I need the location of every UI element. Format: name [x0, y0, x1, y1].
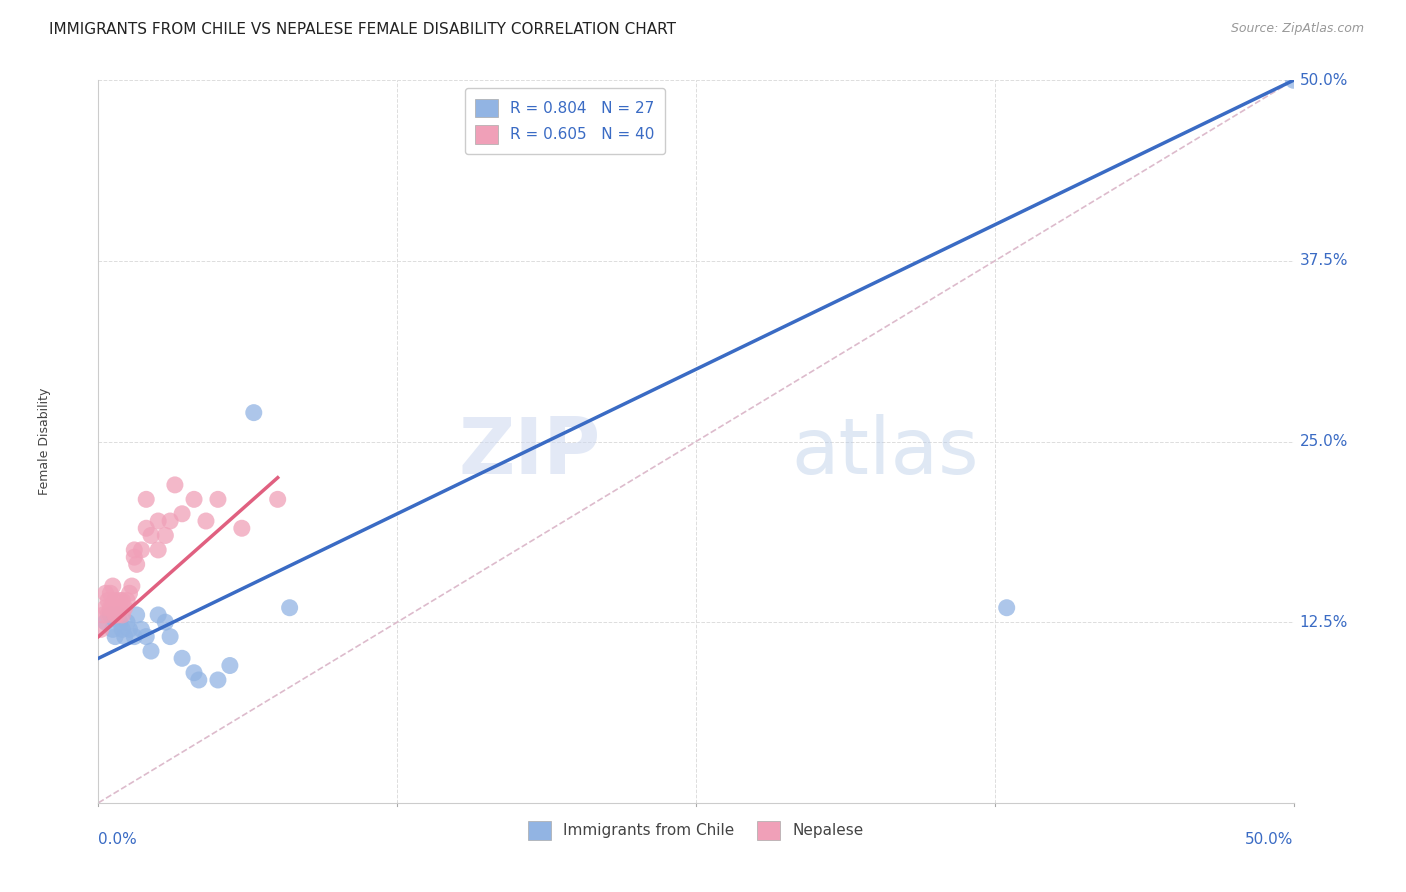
- Legend: Immigrants from Chile, Nepalese: Immigrants from Chile, Nepalese: [522, 815, 870, 846]
- Point: [111, 593, 134, 607]
- Point: [118, 586, 141, 600]
- Point: [90, 623, 112, 637]
- Text: 12.5%: 12.5%: [1299, 615, 1348, 630]
- Point: [98, 586, 122, 600]
- Point: [195, 514, 218, 528]
- Point: [104, 630, 127, 644]
- Text: 37.5%: 37.5%: [1299, 253, 1348, 268]
- Point: [183, 492, 205, 507]
- Point: [278, 600, 301, 615]
- Point: [243, 406, 266, 420]
- Point: [125, 558, 148, 572]
- Point: [101, 600, 124, 615]
- Point: [98, 607, 122, 622]
- Point: [159, 630, 181, 644]
- Point: [131, 623, 153, 637]
- Text: 50.0%: 50.0%: [1299, 73, 1348, 87]
- Point: [155, 528, 177, 542]
- Text: atlas: atlas: [792, 415, 979, 491]
- Point: [104, 607, 127, 622]
- Point: [101, 623, 124, 637]
- Point: [124, 630, 146, 644]
- Point: [135, 521, 157, 535]
- Point: [94, 615, 117, 630]
- Point: [108, 593, 131, 607]
- Point: [118, 623, 141, 637]
- Point: [114, 630, 136, 644]
- Point: [125, 607, 148, 622]
- Point: [148, 607, 170, 622]
- Point: [111, 607, 134, 622]
- Point: [121, 579, 143, 593]
- Point: [267, 492, 290, 507]
- Point: [97, 593, 120, 607]
- Point: [148, 514, 170, 528]
- Text: 0.0%: 0.0%: [98, 831, 138, 847]
- Point: [97, 607, 120, 622]
- Point: [124, 542, 146, 557]
- Point: [98, 600, 122, 615]
- Point: [172, 651, 194, 665]
- Point: [111, 623, 134, 637]
- Point: [187, 673, 209, 687]
- Point: [207, 673, 229, 687]
- Point: [94, 600, 117, 615]
- Point: [172, 507, 194, 521]
- Point: [207, 492, 229, 507]
- Point: [107, 600, 129, 615]
- Point: [107, 607, 129, 622]
- Text: Female Disability: Female Disability: [38, 388, 51, 495]
- Point: [108, 615, 131, 630]
- Point: [104, 593, 127, 607]
- Point: [135, 630, 157, 644]
- Point: [163, 478, 186, 492]
- Point: [995, 600, 1018, 615]
- Text: 50.0%: 50.0%: [1246, 831, 1294, 847]
- Point: [139, 528, 162, 542]
- Point: [1282, 73, 1305, 87]
- Text: 25.0%: 25.0%: [1299, 434, 1348, 449]
- Point: [155, 615, 177, 630]
- Point: [114, 600, 136, 615]
- Point: [94, 586, 117, 600]
- Point: [231, 521, 253, 535]
- Point: [115, 593, 138, 607]
- Text: ZIP: ZIP: [458, 415, 600, 491]
- Point: [107, 607, 129, 622]
- Point: [139, 644, 162, 658]
- Point: [101, 579, 124, 593]
- Text: Source: ZipAtlas.com: Source: ZipAtlas.com: [1230, 22, 1364, 36]
- Point: [108, 600, 131, 615]
- Point: [124, 550, 146, 565]
- Point: [131, 542, 153, 557]
- Point: [159, 514, 181, 528]
- Point: [91, 607, 114, 622]
- Point: [135, 492, 157, 507]
- Point: [219, 658, 242, 673]
- Point: [148, 542, 170, 557]
- Point: [115, 615, 138, 630]
- Text: IMMIGRANTS FROM CHILE VS NEPALESE FEMALE DISABILITY CORRELATION CHART: IMMIGRANTS FROM CHILE VS NEPALESE FEMALE…: [49, 22, 676, 37]
- Point: [183, 665, 205, 680]
